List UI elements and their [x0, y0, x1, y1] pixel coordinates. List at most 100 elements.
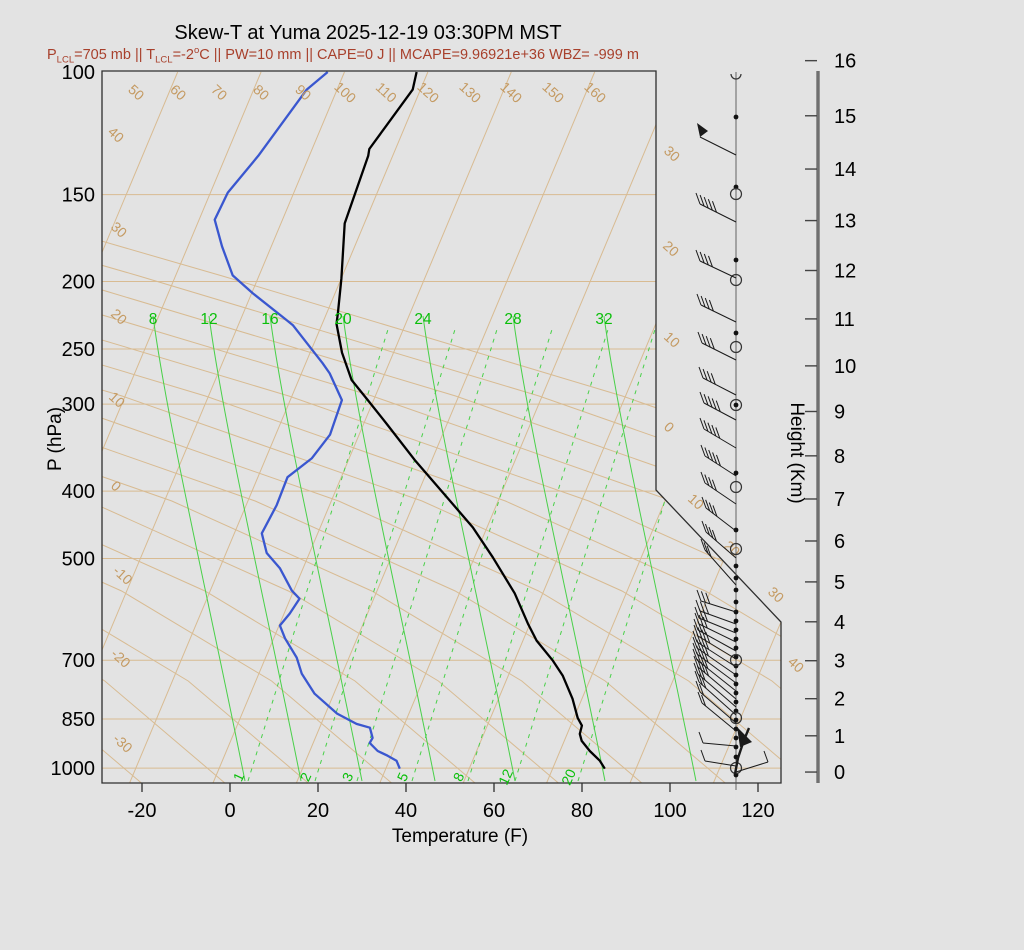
svg-text:130: 130	[456, 79, 484, 107]
staff-dot	[733, 681, 739, 687]
wind-barb	[698, 731, 737, 747]
svg-text:60: 60	[483, 800, 505, 822]
svg-text:40: 40	[785, 653, 807, 675]
plot-frame	[101, 70, 782, 784]
wind-barb	[696, 293, 737, 323]
svg-text:12: 12	[834, 261, 856, 283]
wind-barb	[700, 471, 737, 505]
staff-dot	[733, 717, 739, 723]
isotherm-lines	[102, 71, 781, 783]
svg-text:16: 16	[261, 311, 278, 328]
wind-barb	[701, 520, 737, 559]
staff-dot	[733, 563, 739, 569]
svg-text:12: 12	[200, 311, 217, 328]
svg-text:700: 700	[62, 650, 95, 672]
svg-text:0: 0	[834, 762, 845, 784]
svg-text:32: 32	[595, 311, 612, 328]
svg-text:-30: -30	[110, 730, 136, 756]
svg-text:1: 1	[230, 770, 248, 784]
staff-dot	[733, 618, 739, 624]
staff-circle	[729, 480, 743, 494]
svg-text:150: 150	[539, 79, 567, 107]
svg-text:80: 80	[571, 800, 593, 822]
moist-adiabat-labels: 8 12 16 20 24 28 32	[149, 311, 613, 328]
x-axis-title: Temperature (F)	[391, 826, 529, 847]
svg-text:80: 80	[250, 81, 272, 103]
subtitle-segment: LCL	[155, 54, 173, 66]
staff-top-marker	[730, 73, 742, 80]
svg-text:3: 3	[339, 770, 357, 784]
plot-area	[102, 71, 781, 783]
staff-dot	[733, 690, 739, 696]
wind-barb	[693, 662, 737, 708]
staff-dot	[733, 699, 739, 705]
staff-dot	[733, 735, 739, 741]
wind-barb	[697, 123, 737, 156]
svg-text:8: 8	[834, 446, 845, 468]
wind-barb	[696, 589, 737, 613]
wind-barb	[699, 391, 737, 421]
svg-text:20: 20	[558, 766, 579, 787]
svg-text:9: 9	[834, 401, 845, 423]
staff-dot	[733, 257, 739, 263]
staff-dot	[733, 645, 739, 651]
svg-text:0: 0	[661, 418, 678, 435]
svg-text:850: 850	[62, 709, 95, 731]
svg-text:8: 8	[450, 770, 468, 784]
wind-barb	[692, 648, 737, 692]
staff-dot	[733, 470, 739, 476]
svg-text:3: 3	[834, 651, 845, 673]
staff-dot	[733, 587, 739, 593]
wind-barb	[694, 606, 737, 634]
pressure-axis-title: P (hPa)	[45, 406, 66, 472]
svg-text:100: 100	[62, 62, 95, 84]
wind-barb	[693, 655, 737, 700]
sounding-parameters: PLCL=705 mb || TLCL=-2oC || PW=10 mm || …	[47, 45, 639, 66]
svg-text:150: 150	[62, 185, 95, 207]
svg-text:200: 200	[62, 272, 95, 294]
svg-text:110: 110	[373, 79, 400, 106]
height-axis-title: Height (Km)	[786, 402, 807, 504]
svg-text:0: 0	[224, 800, 235, 822]
svg-text:8: 8	[149, 311, 158, 328]
wind-barb	[695, 249, 737, 279]
svg-text:20: 20	[660, 237, 682, 259]
svg-text:-20: -20	[128, 800, 157, 822]
svg-text:20: 20	[307, 800, 329, 822]
subtitle-segment: C || PW=10 mm || CAPE=0 J || MCAPE=9.969…	[199, 46, 639, 63]
svg-text:2: 2	[297, 770, 315, 784]
svg-text:-10: -10	[110, 562, 136, 588]
wind-barb	[695, 680, 737, 724]
staff-dot	[733, 402, 739, 408]
svg-text:300: 300	[62, 394, 95, 416]
pressure-gridlines	[102, 194, 781, 769]
svg-text:2: 2	[834, 689, 845, 711]
wind-barb	[695, 599, 737, 625]
svg-text:160: 160	[581, 79, 609, 107]
wind-barbs	[692, 72, 769, 790]
svg-text:-20: -20	[108, 645, 134, 671]
svg-text:30: 30	[765, 583, 787, 605]
staff-circle	[729, 187, 743, 201]
moist-adiabat-lines	[152, 315, 697, 782]
svg-text:5: 5	[394, 770, 412, 784]
svg-text:10: 10	[661, 328, 683, 350]
wind-barb	[735, 750, 769, 773]
staff-dot	[733, 575, 739, 581]
svg-text:12: 12	[495, 766, 516, 787]
dry-adiabat-lines	[102, 139, 781, 783]
wind-barb	[693, 618, 737, 652]
subtitle-segment: =705 mb || T	[74, 46, 156, 63]
staff-dot	[733, 114, 739, 120]
temperature-axis: -20 0 20 40 60 80 100 120	[128, 783, 775, 822]
page-title: Skew-T at Yuma 2025-12-19 03:30PM MST	[174, 22, 562, 44]
svg-text:11: 11	[834, 309, 855, 331]
svg-text:24: 24	[414, 311, 432, 328]
svg-text:500: 500	[62, 549, 95, 571]
svg-text:120: 120	[414, 79, 442, 107]
svg-text:70: 70	[208, 81, 230, 103]
svg-text:14: 14	[834, 159, 856, 181]
